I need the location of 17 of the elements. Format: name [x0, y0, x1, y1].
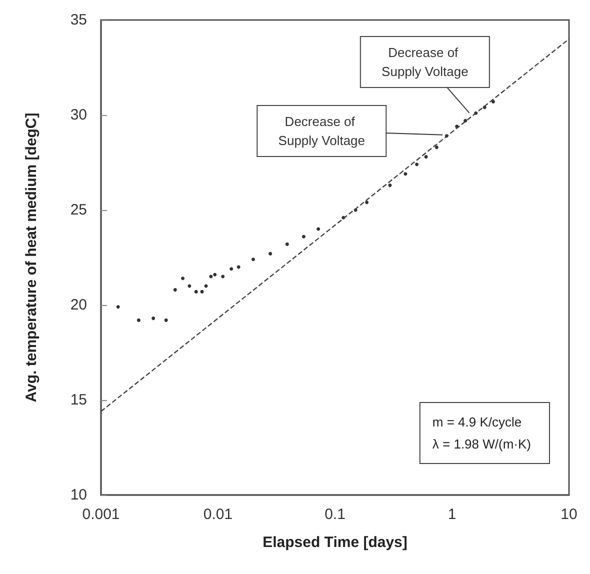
- annotation: m = 4.9 K/cycle: [432, 414, 522, 430]
- y-tick-label: 20: [70, 296, 87, 314]
- x-tick-label: 0.01: [203, 506, 233, 523]
- x-tick-label: 0.1: [324, 506, 346, 523]
- y-tick-label: 25: [70, 202, 87, 218]
- y-tick-label: 15: [70, 392, 87, 408]
- x-tick-label: 10: [560, 506, 578, 523]
- annotation: Decrease of Supply Voltage: [382, 44, 468, 79]
- y-tick-label: 35: [70, 12, 87, 28]
- y-tick-label: 10: [70, 486, 87, 504]
- y-tick-label: 30: [70, 106, 87, 124]
- annotation: Decrease of Supply Voltage: [278, 114, 366, 148]
- x-tick-label: 1: [448, 506, 456, 523]
- x-axis-title: Elapsed Time [days]: [262, 534, 408, 551]
- x-tick-label: 0.001: [82, 506, 120, 523]
- y-axis-title: Avg. temperature of heat medium [degC]: [23, 112, 40, 402]
- annotation: λ = 1.98 W/(m·K): [432, 436, 532, 452]
